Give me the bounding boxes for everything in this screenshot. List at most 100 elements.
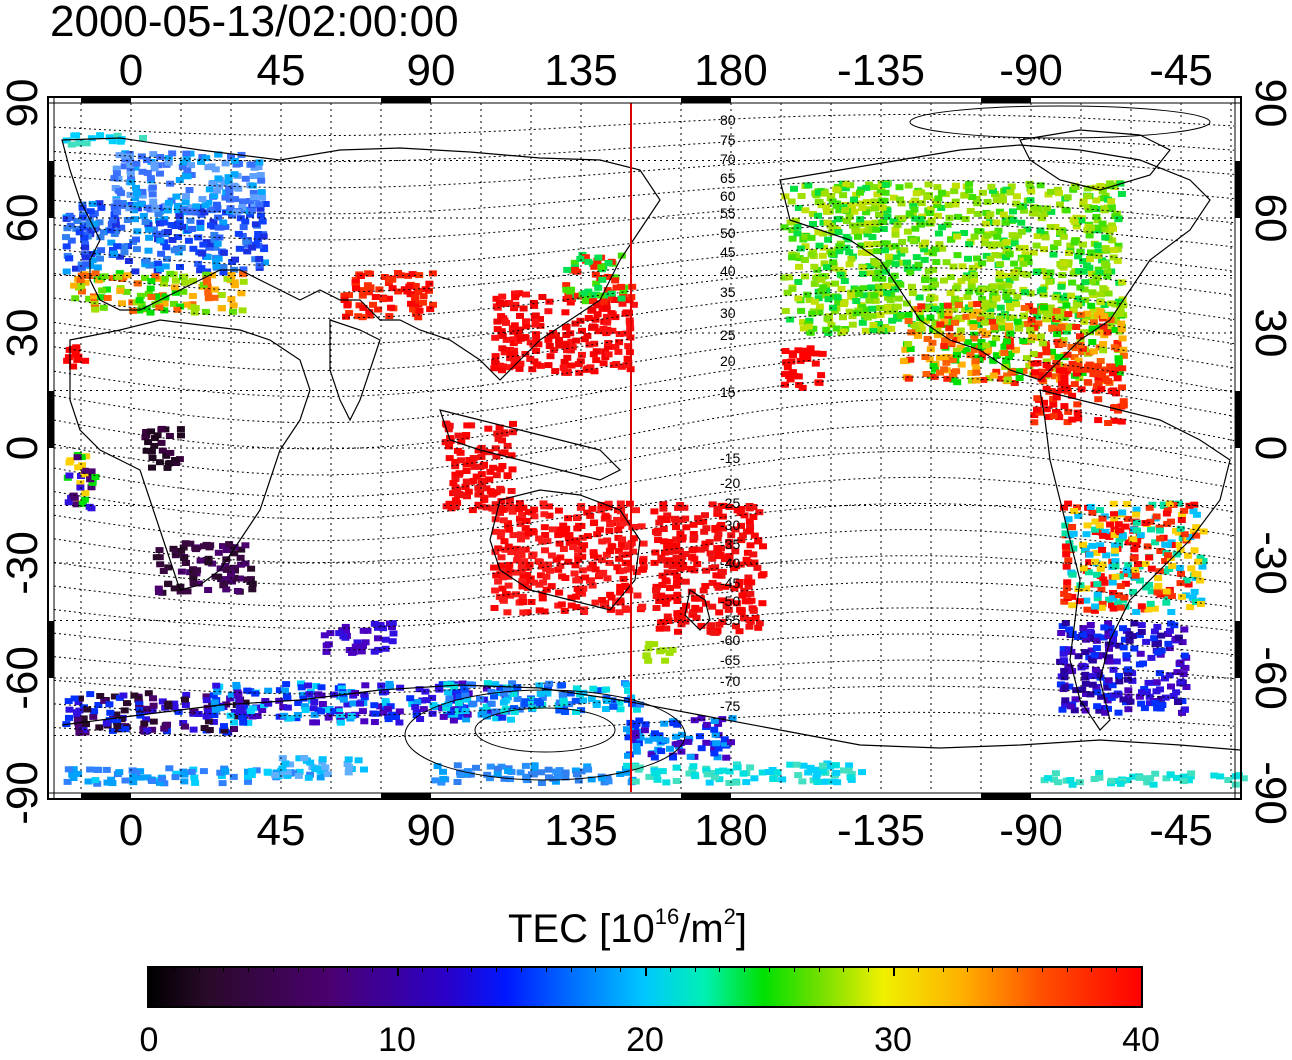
tec-pixel [1019, 338, 1028, 345]
tec-pixel [215, 183, 224, 190]
tec-pixel [888, 317, 897, 324]
tec-pixel [150, 161, 159, 168]
tec-pixel [740, 512, 749, 519]
tec-pixel [241, 699, 250, 706]
tec-pixel [1016, 204, 1025, 211]
tec-pixel [221, 194, 230, 201]
tec-pixel [510, 322, 519, 329]
tec-pixel [482, 703, 491, 710]
tec-pixel [1114, 599, 1123, 606]
tec-pixel [445, 695, 454, 702]
tec-pixel [182, 156, 191, 163]
tec-pixel [444, 701, 453, 708]
tec-pixel [1101, 234, 1110, 241]
tec-pixel [1093, 312, 1102, 319]
tec-pixel [358, 314, 367, 321]
tec-pixel [1099, 323, 1108, 330]
tec-pixel [536, 322, 545, 329]
contour-label: -40 [720, 555, 740, 571]
tec-pixel [504, 582, 513, 589]
tec-pixel [1189, 528, 1198, 535]
tec-pixel [97, 294, 106, 301]
tec-pixel [1058, 706, 1067, 713]
tec-pixel [1117, 418, 1126, 425]
tec-pixel [673, 591, 682, 598]
tec-pixel [1029, 249, 1038, 256]
tec-pixel [243, 576, 252, 583]
tec-pixel [77, 264, 86, 271]
tec-pixel [100, 697, 109, 704]
tec-pixel [672, 542, 681, 549]
tec-pixel [236, 554, 245, 561]
colorbar-tick [297, 966, 299, 972]
tec-pixel [149, 695, 157, 702]
tec-pixel [108, 275, 117, 281]
tec-pixel [989, 372, 998, 379]
tec-pixel [901, 346, 910, 353]
tec-pixel [631, 778, 640, 785]
tec-pixel [966, 207, 975, 214]
tec-pixel [1062, 551, 1071, 558]
tec-pixel [600, 601, 609, 608]
tec-pixel [433, 763, 442, 770]
tec-pixel [1074, 295, 1083, 302]
tec-pixel [499, 574, 508, 581]
tec-pixel [407, 300, 415, 307]
tec-pixel [876, 187, 885, 194]
tec-pixel [1059, 657, 1068, 664]
tec-pixel [632, 743, 641, 749]
tec-pixel [608, 697, 617, 704]
tec-pixel [164, 564, 173, 571]
contour-oval [909, 105, 1211, 139]
tec-pixel [1135, 632, 1144, 639]
tec-pixel [654, 537, 663, 543]
tec-pixel [462, 478, 471, 485]
contour-line [53, 581, 1235, 629]
tec-pixel [862, 209, 871, 216]
tec-pixel [1061, 530, 1070, 537]
tec-pixel [1054, 353, 1063, 360]
tec-pixel [883, 213, 892, 220]
tec-pixel [1027, 188, 1036, 195]
tec-pixel [204, 559, 213, 566]
tec-pixel [1145, 700, 1154, 707]
tec-pixel [1087, 656, 1096, 663]
tec-pixel [419, 293, 428, 300]
tec-pixel [1048, 324, 1057, 331]
tec-pixel [663, 561, 672, 568]
tec-pixel [88, 257, 97, 264]
tec-pixel [1041, 316, 1050, 323]
tec-pixel [592, 348, 601, 355]
tec-pixel [546, 332, 555, 339]
tec-pixel [972, 369, 981, 376]
tec-pixel [549, 775, 558, 782]
tec-pixel [1196, 577, 1205, 584]
tec-pixel [1030, 210, 1039, 217]
tec-pixel [825, 763, 834, 770]
eurasia-coastline [61, 137, 661, 381]
tec-pixel [219, 543, 227, 550]
tec-pixel [1072, 687, 1081, 694]
tec-pixel [141, 274, 149, 281]
tec-pixel [617, 295, 626, 302]
tec-pixel [175, 177, 184, 183]
tec-pixel [494, 690, 503, 696]
tec-pixel [156, 154, 165, 160]
tec-pixel [514, 551, 523, 558]
tec-pixel [828, 304, 837, 311]
tec-pixel [1049, 413, 1058, 420]
tec-pixel [497, 562, 505, 569]
tec-pixel [297, 680, 305, 687]
tec-pixel [1129, 555, 1138, 562]
tec-pixel [642, 653, 651, 659]
tec-pixel [1104, 290, 1113, 297]
tec-pixel [258, 218, 267, 225]
tec-pixel [1068, 668, 1077, 675]
tec-pixel [791, 217, 800, 224]
tec-pixel [925, 296, 934, 303]
tec-pixel [554, 532, 563, 539]
tec-pixel [512, 591, 520, 598]
tec-pixel [639, 558, 647, 565]
tec-pixel [1157, 632, 1166, 639]
tec-pixel [917, 325, 926, 332]
